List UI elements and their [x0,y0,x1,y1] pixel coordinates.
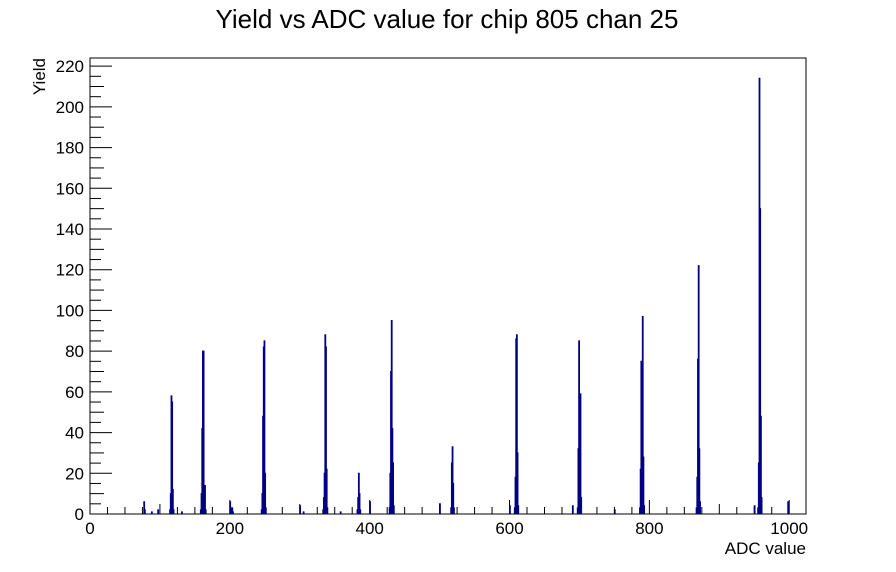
x-tick-label: 600 [495,519,523,538]
y-tick-label: 0 [75,505,84,524]
histogram-bin [613,509,616,514]
histogram-bin [390,320,393,514]
histogram-bin [157,509,160,514]
y-tick-label: 40 [65,424,84,443]
x-axis-title: ADC value [725,539,806,558]
x-tick-label: 800 [635,519,663,538]
axis-ticks: 0 200 400 600 800 1000 0 20 40 60 80 100 120 140 160 18… [56,57,809,538]
histogram-bin [326,507,329,514]
histogram-bin [143,509,146,514]
histogram-bars [143,77,790,514]
histogram-bin [760,415,762,514]
histogram-bin [392,462,395,514]
histogram-bin [641,315,644,514]
histogram-bin [392,505,395,514]
histogram-bin [697,265,700,514]
y-tick-label: 20 [65,464,84,483]
y-tick-label: 60 [65,383,84,402]
histogram-bin [264,507,267,514]
x-tick-label: 400 [356,519,384,538]
histogram-bin [698,448,701,514]
histogram-bin [578,340,580,514]
histogram-bin [508,505,511,514]
histogram-bin [232,511,234,514]
plot-frame [89,57,807,515]
histogram-bin [516,452,519,514]
histogram-bin [150,511,153,514]
histogram-bin [579,393,582,514]
histogram-bin [264,472,267,514]
histogram-bin [202,350,205,514]
histogram-bin [339,511,342,514]
histogram-bin [172,509,175,514]
histogram-bin [571,505,574,514]
histogram-bin [759,208,762,514]
histogram-bin [452,482,455,514]
histogram-bin [325,346,327,514]
y-tick-label: 120 [56,261,84,280]
histogram-bin [299,505,302,514]
histogram-bin [171,489,174,514]
x-tick-label: 200 [216,519,244,538]
histogram-bin [580,497,583,514]
histogram-bin [204,509,207,514]
histogram-bin [753,505,756,514]
histogram-bin [517,505,520,514]
histogram-bin [204,484,206,514]
chart-title: Yield vs ADC value for chip 805 chan 25 [216,4,679,34]
histogram-bin [143,501,146,514]
y-tick-label: 160 [56,179,84,198]
histogram-bin [359,509,362,514]
y-tick-label: 200 [56,98,84,117]
y-tick-label: 100 [56,301,84,320]
histogram-bin [787,501,790,514]
y-tick-label: 80 [65,342,84,361]
y-tick-label: 140 [56,220,84,239]
histogram-bin [451,446,454,514]
histogram-bin [369,501,371,514]
x-tick-label: 0 [85,519,94,538]
histogram-bin [171,401,174,514]
y-tick-label: 220 [56,57,84,76]
y-tick-label: 180 [56,139,84,158]
histogram-bin [453,507,455,514]
histogram-bin [760,497,763,514]
histogram-bin [181,511,183,514]
histogram-bin [231,507,234,514]
histogram-bin [643,505,646,514]
histogram-bin [229,501,232,514]
histogram-bin [358,493,361,514]
plot-area-border [89,57,807,515]
histogram-bin [515,334,518,514]
y-axis-title: Yield [30,58,49,95]
histogram-bin [642,456,645,514]
histogram-bin [439,503,441,514]
x-tick-label: 1000 [770,519,808,538]
histogram-bin [263,340,266,514]
histogram-bin [325,468,328,514]
histogram-bin [699,501,701,514]
histogram-bin [302,511,305,514]
